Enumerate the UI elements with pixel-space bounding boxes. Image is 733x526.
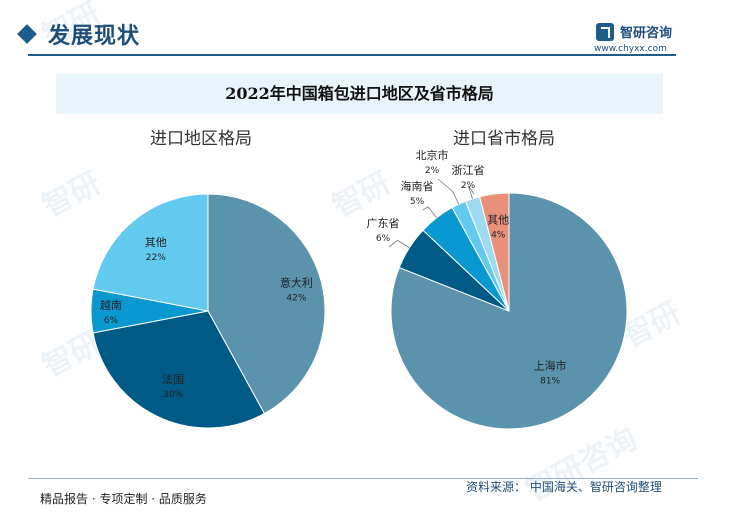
slice-value-label: 42%: [286, 293, 306, 303]
slice-label: 意大利: [280, 275, 313, 289]
slice-value-label: 22%: [146, 253, 166, 263]
logo-url: www.chyxx.com: [594, 44, 667, 54]
slice-label: 其他: [145, 236, 167, 249]
slice-value-label: 6%: [104, 316, 119, 326]
brand-logo: 智研咨询: [596, 22, 672, 41]
pie-slice-province-5: [479, 192, 510, 312]
pie-slice-region-0: [207, 193, 326, 415]
right-pie-subtitle: 进口省市格局: [453, 129, 555, 149]
page-title: 发展现状: [48, 24, 141, 49]
slice-label: 上海市: [534, 359, 567, 373]
slice-label: 法国: [162, 372, 184, 386]
slice-label: 海南省: [401, 179, 434, 193]
leader-line: [388, 239, 410, 249]
slice-label: 其他: [487, 214, 509, 227]
pie-slice-region-1: [92, 310, 266, 429]
slice-value-label: 4%: [491, 231, 506, 241]
slice-value-label: 6%: [376, 234, 391, 244]
leader-line: [422, 206, 437, 219]
pie-slice-region-3: [92, 193, 209, 312]
slice-label: 浙江省: [452, 164, 485, 177]
chart-title: 2022年中国箱包进口地区及省市格局: [225, 84, 494, 103]
leader-line: [467, 185, 475, 199]
slice-value-label: 5%: [410, 197, 425, 207]
slice-label: 越南: [100, 298, 122, 312]
slice-value-label: 30%: [163, 390, 183, 400]
logo-name: 智研咨询: [620, 26, 673, 41]
footer-source: 资料来源： 中国海关、智研咨询整理: [466, 480, 662, 494]
slice-value-label: 2%: [461, 181, 476, 191]
header-divider: [28, 54, 676, 56]
leader-line: [437, 178, 460, 205]
footer-divider: [28, 478, 698, 479]
chart-title-band: 2022年中国箱包进口地区及省市格局: [56, 74, 663, 114]
slice-label: 北京市: [416, 148, 449, 162]
slice-value-label: 81%: [540, 377, 560, 387]
slice-label: 广东省: [367, 217, 400, 230]
footer-tagline: 精品报告 · 专项定制 · 品质服务: [40, 492, 207, 506]
slice-value-label: 2%: [425, 166, 440, 176]
logo-icon: [596, 22, 614, 41]
left-pie-subtitle: 进口地区格局: [150, 129, 252, 149]
pie-slice-province-0: [390, 192, 628, 430]
